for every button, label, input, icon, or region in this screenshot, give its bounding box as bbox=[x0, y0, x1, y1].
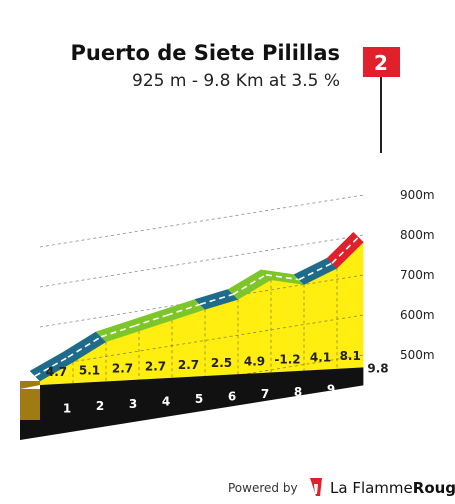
y-tick-label: 700m bbox=[400, 268, 435, 282]
gridline bbox=[39, 234, 364, 288]
gradient-label: 2.7 bbox=[112, 362, 133, 376]
y-tick-label: 500m bbox=[400, 348, 435, 362]
segment-centerline bbox=[133, 314, 168, 327]
km-label: 3 bbox=[129, 397, 137, 411]
y-tick-label: 600m bbox=[400, 308, 435, 322]
profile-front-face bbox=[40, 242, 364, 385]
km-label: 1 bbox=[63, 402, 71, 416]
gradient-label: 4.7 bbox=[46, 365, 67, 379]
category-flag-label: 2 bbox=[374, 51, 388, 75]
y-tick-label: 800m bbox=[400, 228, 435, 242]
gradient-label: 2.7 bbox=[178, 358, 199, 372]
profile-fill bbox=[40, 242, 364, 385]
segment-centerline bbox=[166, 303, 201, 316]
brand-name: La FlammeRouge bbox=[330, 479, 455, 497]
gradient-label: 4.9 bbox=[244, 354, 265, 368]
gradient-label: 2.5 bbox=[211, 356, 232, 370]
segment-centerline bbox=[265, 274, 300, 281]
km-label: 9 bbox=[327, 382, 335, 396]
segment-centerline bbox=[100, 325, 135, 338]
chart-title: Puerto de Siete Pilillas bbox=[70, 41, 340, 65]
gradient-label: 4.1 bbox=[310, 351, 331, 365]
gridline bbox=[39, 314, 364, 368]
chart-subtitle: 925 m - 9.8 Km at 3.5 % bbox=[132, 71, 340, 91]
profile-side-face bbox=[20, 381, 40, 389]
brand-name-regular: La Flamme bbox=[330, 479, 413, 497]
profile-side-lower bbox=[20, 389, 40, 420]
category-flag bbox=[363, 47, 400, 77]
km-label: 6 bbox=[228, 390, 236, 404]
segment-centerline bbox=[67, 336, 102, 358]
gradient-label: 8.1 bbox=[340, 349, 361, 363]
gridline bbox=[39, 194, 364, 248]
end-distance-label: 9.8 bbox=[367, 361, 388, 375]
brand-name-bold: Rouge bbox=[413, 479, 455, 497]
powered-by-text: Powered by bbox=[228, 481, 298, 495]
segment-centerline bbox=[298, 262, 333, 281]
profile-top-band bbox=[29, 231, 364, 382]
profile-side bbox=[20, 381, 40, 389]
km-labels: 1 2 3 4 5 6 7 8 9 bbox=[63, 382, 335, 415]
segment-centerline bbox=[199, 293, 234, 306]
segment-centerline bbox=[34, 356, 69, 377]
gradient-label: 5.1 bbox=[79, 363, 100, 377]
km-label: 5 bbox=[195, 392, 203, 406]
gradient-label: 2.7 bbox=[145, 360, 166, 374]
profile-base-strip bbox=[20, 367, 364, 440]
km-label: 4 bbox=[162, 394, 170, 408]
gradient-label: -1.2 bbox=[274, 353, 300, 367]
y-axis-ticks: 500m 600m 700m 800m 900m bbox=[400, 188, 435, 362]
y-tick-label: 900m bbox=[400, 188, 435, 202]
km-label: 8 bbox=[294, 385, 302, 399]
km-label: 7 bbox=[261, 387, 269, 401]
la-flamme-rouge-logo-icon bbox=[310, 478, 322, 496]
gradient-labels: 4.7 5.1 2.7 2.7 2.7 2.5 4.9 -1.2 4.1 8.1 bbox=[46, 349, 361, 379]
profile-base bbox=[20, 367, 364, 440]
segment-centerline bbox=[232, 274, 267, 296]
segment-centerline bbox=[331, 236, 359, 264]
km-label: 2 bbox=[96, 399, 104, 413]
